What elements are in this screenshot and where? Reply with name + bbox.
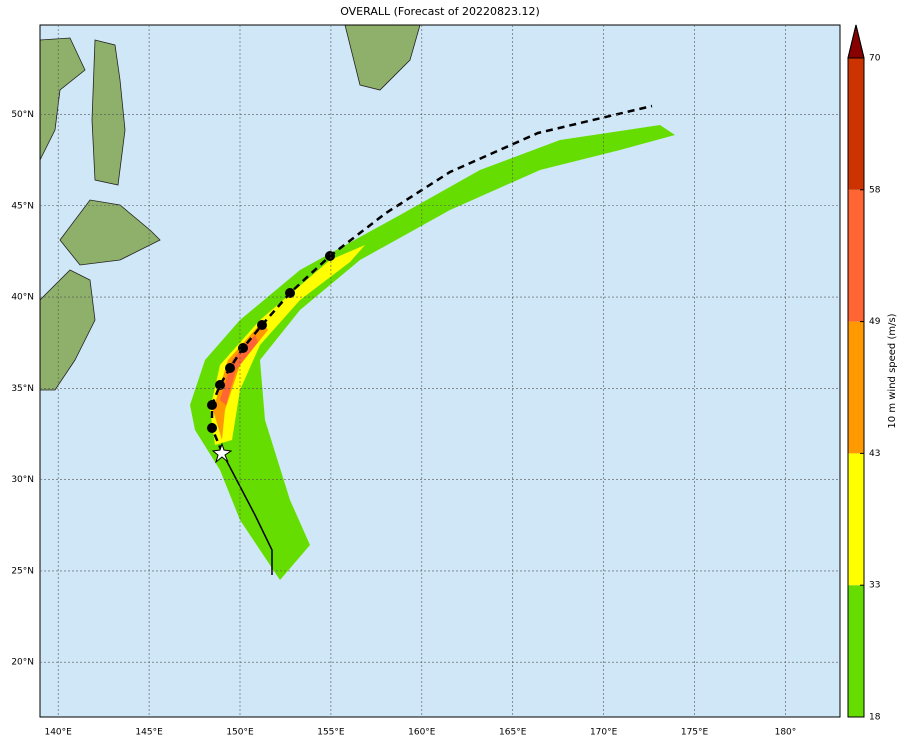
- x-tick-label: 160°E: [408, 728, 436, 738]
- y-tick-label: 30°N: [11, 475, 34, 485]
- y-tick-label: 50°N: [11, 110, 34, 120]
- y-tick-label: 20°N: [11, 658, 34, 668]
- colorbar-label: 10 m wind speed (m/s): [887, 313, 898, 428]
- x-tick-label: 165°E: [499, 728, 527, 738]
- swath-43: [213, 322, 268, 440]
- colorbar-segment: [848, 453, 864, 586]
- track: [207, 104, 653, 575]
- swath-18: [190, 125, 675, 580]
- colorbar-tick-label: 18: [869, 713, 881, 723]
- colorbar-segment: [848, 585, 864, 717]
- colorbar-extend: [847, 24, 865, 59]
- x-tick-label: 145°E: [135, 728, 163, 738]
- colorbar-segment: [848, 321, 864, 454]
- colorbar-tick-label: 70: [869, 54, 881, 64]
- colorbar-segment: [848, 58, 864, 190]
- x-tick-label: 150°E: [226, 728, 254, 738]
- y-tick-label: 25°N: [11, 566, 34, 576]
- swath-49: [220, 335, 258, 405]
- colorbar-tick-label: 33: [869, 581, 880, 591]
- y-tick-label: 35°N: [11, 384, 34, 394]
- colorbar-tick-label: 49: [869, 317, 881, 327]
- x-tick-label: 180°: [775, 728, 797, 738]
- land: [40, 25, 421, 391]
- ocean: [40, 25, 840, 717]
- y-tick-label: 40°N: [11, 293, 34, 303]
- map-frame: [39, 24, 841, 718]
- x-tick-label: 155°E: [317, 728, 345, 738]
- x-tick-label: 175°E: [681, 728, 709, 738]
- colorbar-tick-label: 43: [869, 449, 880, 459]
- x-tick-label: 170°E: [590, 728, 618, 738]
- y-tick-label: 45°N: [11, 201, 34, 211]
- colorbar-tick-label: 58: [869, 185, 881, 195]
- x-tick-label: 140°E: [44, 728, 72, 738]
- title: OVERALL (Forecast of 20220823.12): [340, 5, 540, 18]
- colorbar-segment: [848, 189, 864, 322]
